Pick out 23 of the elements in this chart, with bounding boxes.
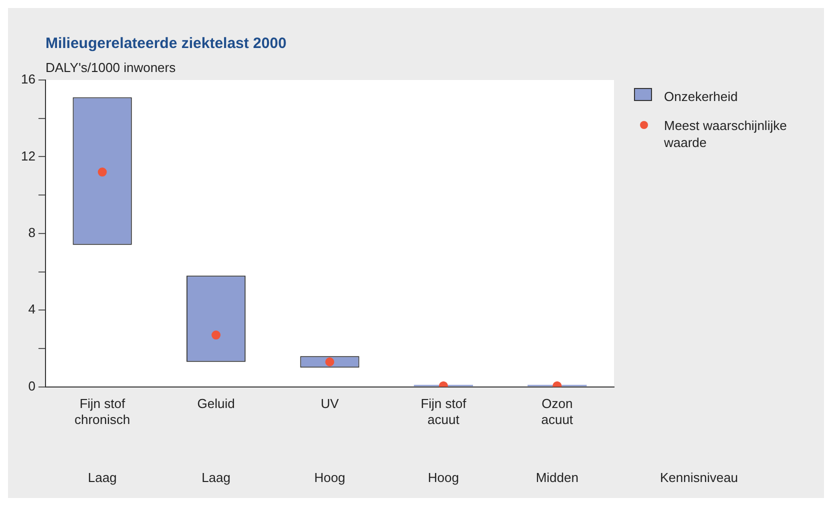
y-tick-label: 8 [28, 224, 36, 240]
x-tick-label: Geluid [197, 396, 235, 412]
chart-title: Milieugerelateerde ziektelast 2000 [45, 35, 286, 52]
point [212, 330, 221, 340]
text: Hoog [428, 470, 459, 485]
y-tick-label: 16 [20, 72, 36, 87]
point [325, 357, 334, 366]
y-tick-label: 0 [28, 378, 36, 394]
text: Kennisniveau [660, 470, 738, 485]
x-tick-label: Fijn stof acuut [420, 396, 467, 427]
text: Laag [88, 470, 117, 485]
y-tick-label: 12 [20, 148, 36, 164]
x-tick-label: UV [320, 396, 340, 412]
text: Midden [536, 470, 578, 485]
x-tick-label: Ozon acuut [541, 396, 574, 427]
text: Laag [202, 470, 230, 485]
legend-label: Onzekerheid [664, 88, 739, 105]
y-tick-label: 4 [28, 302, 36, 317]
text: Hoog [314, 470, 346, 485]
x-tick-label: Fijn stof chronisch [74, 396, 130, 427]
legend-label: Meest waarschijnlijke waarde [664, 117, 788, 151]
y-axis-title: DALY's/1000 inwoners [45, 60, 176, 75]
point [98, 168, 107, 177]
